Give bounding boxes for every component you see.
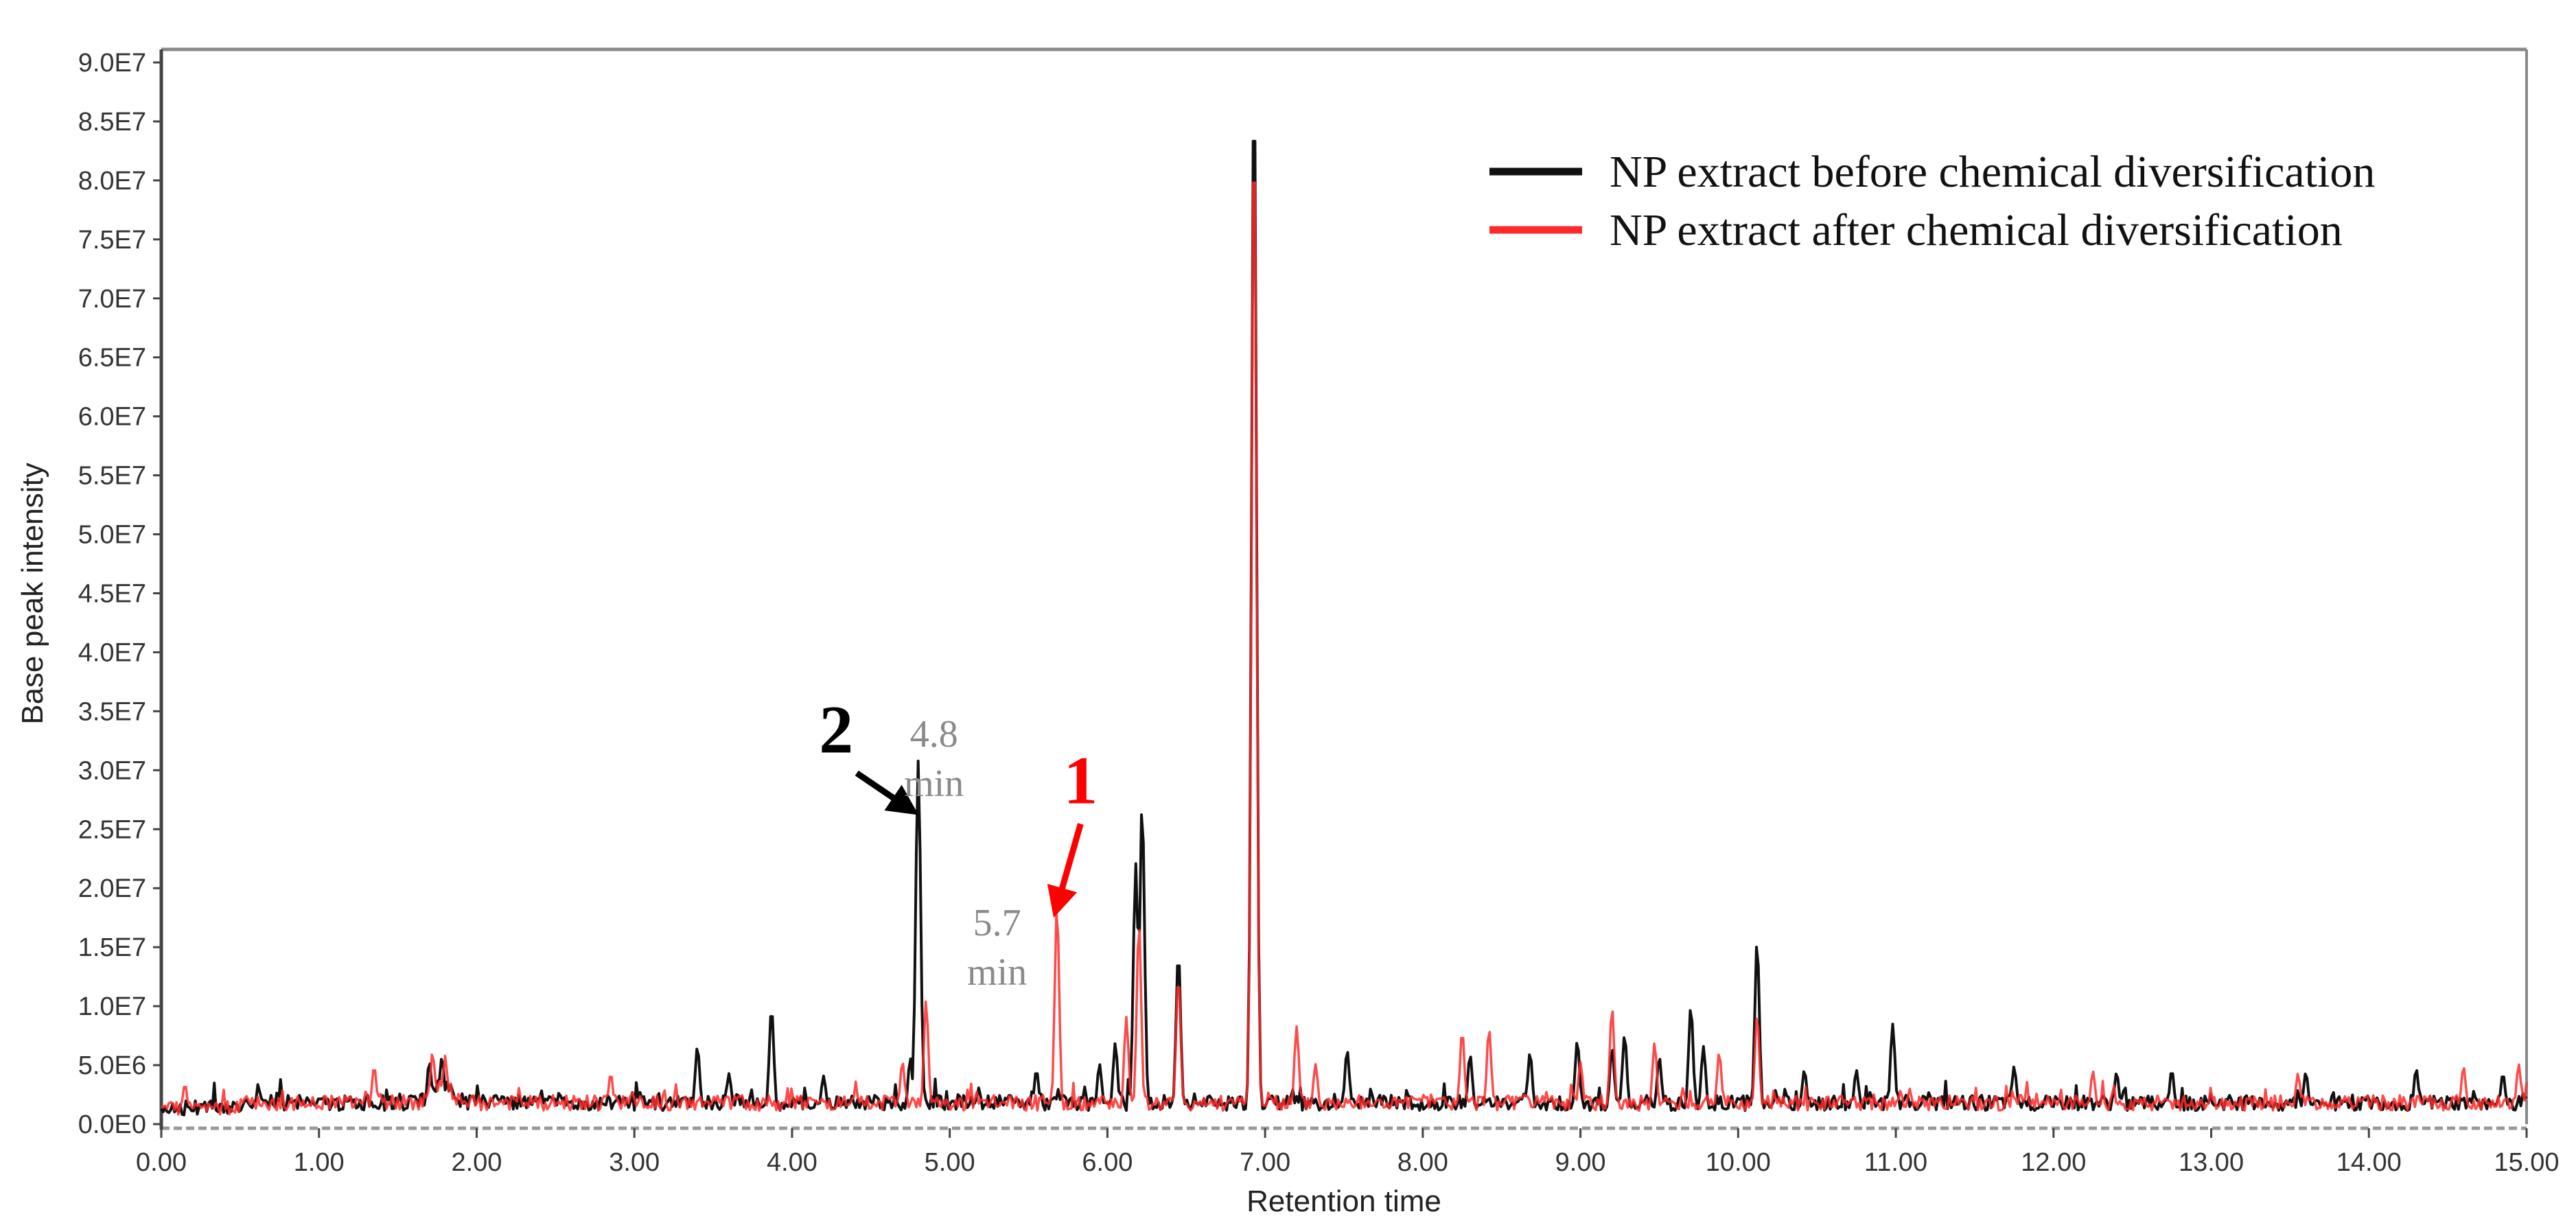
y-tick-label: 1.0E7 — [78, 992, 146, 1021]
x-tick-label: 15.00 — [2494, 1148, 2559, 1177]
annotation-peak-1: 1 5.7 min — [967, 742, 1098, 994]
x-tick-label: 7.00 — [1240, 1148, 1290, 1177]
compound-number-label: 1 — [1063, 742, 1098, 818]
y-tick-label: 5.0E7 — [78, 521, 146, 550]
x-axis: 0.00 1.00 2.00 3.00 4.00 5.00 6.00 7.00 8.00 9.00… — [136, 1128, 2560, 1177]
y-tick-label: 4.0E7 — [78, 638, 146, 667]
y-tick-label: 3.0E7 — [78, 756, 146, 785]
x-tick-label: 12.00 — [2021, 1148, 2086, 1177]
x-tick-label: 9.00 — [1555, 1148, 1606, 1177]
y-tick-label: 7.0E7 — [78, 285, 146, 314]
x-tick-label: 13.00 — [2179, 1148, 2244, 1177]
x-tick-label: 2.00 — [451, 1148, 502, 1177]
arrow-icon — [855, 770, 919, 815]
peak-annotations: 2 4.8 min 1 5.7 min — [819, 692, 1098, 994]
x-tick-label: 4.00 — [767, 1148, 817, 1177]
x-tick-label: 8.00 — [1397, 1148, 1448, 1177]
legend-item-before: NP extract before chemical diversificati… — [1489, 147, 2375, 197]
y-tick-label: 6.5E7 — [78, 344, 146, 373]
legend-label: NP extract before chemical diversificati… — [1610, 147, 2375, 197]
y-tick-label: 9.0E7 — [78, 49, 146, 78]
arrow-icon — [1047, 823, 1084, 918]
x-tick-label: 0.00 — [136, 1148, 187, 1177]
legend: NP extract before chemical diversificati… — [1489, 147, 2375, 255]
y-tick-label: 5.5E7 — [78, 462, 146, 491]
retention-time-label: 4.8 min — [904, 713, 964, 805]
y-tick-label: 0.0E0 — [78, 1110, 146, 1139]
y-tick-label: 6.0E7 — [78, 403, 146, 432]
x-tick-label: 1.00 — [294, 1148, 345, 1177]
y-tick-label: 5.0E6 — [78, 1051, 146, 1080]
y-tick-label: 8.0E7 — [78, 167, 146, 196]
legend-label: NP extract after chemical diversificatio… — [1610, 205, 2343, 255]
y-tick-label: 4.5E7 — [78, 580, 146, 609]
y-axis: 0.0E0 5.0E6 1.0E7 1.5E7 2.0E7 2.5E7 3.0E7 3.5E7… — [78, 49, 163, 1139]
x-tick-label: 10.00 — [1706, 1148, 1771, 1177]
y-tick-label: 1.5E7 — [78, 933, 146, 962]
legend-item-after: NP extract after chemical diversificatio… — [1489, 205, 2343, 255]
y-tick-label: 7.5E7 — [78, 226, 146, 255]
x-tick-label: 11.00 — [1864, 1148, 1927, 1177]
series-layer — [160, 139, 2528, 1117]
annotation-peak-2: 2 4.8 min — [819, 692, 964, 815]
retention-time-label: 5.7 min — [967, 902, 1027, 994]
y-tick-label: 3.5E7 — [78, 697, 146, 726]
series-before-line — [160, 139, 2528, 1117]
x-tick-label: 3.00 — [609, 1148, 660, 1177]
y-tick-label: 8.5E7 — [78, 108, 146, 137]
y-tick-label: 2.5E7 — [78, 815, 146, 844]
y-axis-title: Base peak intensity — [16, 463, 49, 725]
plot-frame — [161, 47, 2528, 1130]
x-tick-label: 5.00 — [925, 1148, 975, 1177]
series-after-line — [161, 181, 2528, 1116]
x-tick-label: 14.00 — [2336, 1148, 2402, 1177]
compound-number-label: 2 — [819, 692, 853, 768]
x-axis-title: Retention time — [1246, 1185, 1441, 1218]
x-tick-label: 6.00 — [1082, 1148, 1133, 1177]
y-tick-label: 2.0E7 — [78, 874, 146, 903]
